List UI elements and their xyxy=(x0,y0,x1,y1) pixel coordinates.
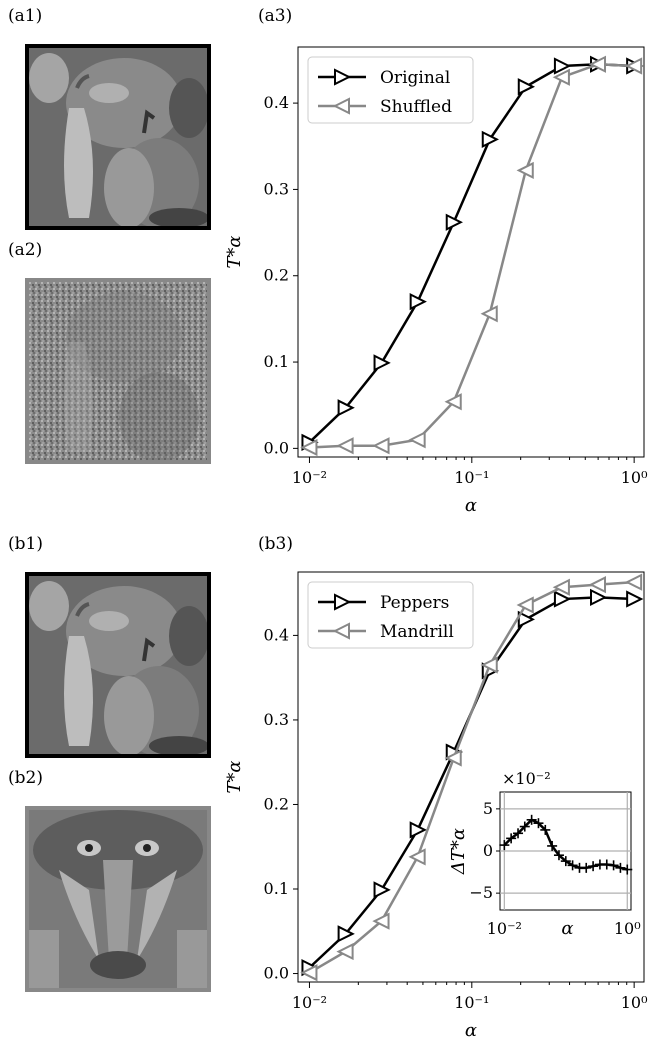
data-point xyxy=(373,881,391,899)
inset-y-axis-label: ΔT*α xyxy=(448,828,469,875)
data-point xyxy=(588,55,607,73)
peppers-image-b1 xyxy=(25,572,211,758)
data-point xyxy=(624,57,643,75)
data-point xyxy=(553,57,572,75)
y-tick-label: 0.0 xyxy=(264,964,289,983)
panel-label-b2: (b2) xyxy=(8,768,43,788)
x-tick-label: 10⁰ xyxy=(621,993,648,1012)
panel-label-a1: (a1) xyxy=(8,6,43,26)
panel-label-a2: (a2) xyxy=(8,240,43,260)
peppers-image-a1 xyxy=(25,44,211,230)
legend-label: Peppers xyxy=(380,593,449,613)
x-tick-label: 10⁰ xyxy=(621,468,648,487)
legend-marker xyxy=(332,622,350,640)
inset-multiplier: ×10⁻² xyxy=(502,769,551,788)
data-point xyxy=(552,68,570,86)
shuffled-noise-image-a2 xyxy=(25,278,211,464)
data-point xyxy=(626,590,644,608)
y-tick-label: 0.2 xyxy=(264,266,289,285)
y-tick-label: 0.3 xyxy=(264,710,289,729)
data-point xyxy=(444,749,462,767)
data-point xyxy=(372,437,390,455)
x-axis-label: α xyxy=(465,495,477,516)
data-point xyxy=(444,393,462,411)
series-line-0 xyxy=(308,63,635,444)
panel-label-b1: (b1) xyxy=(8,534,43,554)
series-line-1 xyxy=(309,63,635,449)
series-line-1 xyxy=(308,580,635,974)
inset-y-tick-label: 5 xyxy=(483,799,493,818)
panel-label-b3: (b3) xyxy=(258,534,293,554)
x-axis-label: α xyxy=(465,1020,477,1041)
x-tick-label: 10⁻² xyxy=(292,993,327,1012)
data-point xyxy=(517,610,536,628)
data-point xyxy=(409,821,427,839)
data-point xyxy=(517,78,536,96)
inset-x-axis-label: α xyxy=(561,918,573,939)
data-point xyxy=(588,576,607,594)
data-point xyxy=(516,161,534,180)
data-point xyxy=(300,438,318,457)
inset-y-tick-label: −5 xyxy=(469,883,493,902)
y-tick-label: 0.1 xyxy=(264,352,289,371)
chart-1: 0.0 0.1 0.2 0.3 0.4 10⁻² 10⁻¹ 10⁰ α T*α Original Sh… xyxy=(224,46,648,516)
y-tick-label: 0.2 xyxy=(264,794,289,813)
x-tick-label: 10⁻¹ xyxy=(454,993,489,1012)
series-line-0 xyxy=(308,596,635,969)
data-point xyxy=(373,354,391,372)
data-point xyxy=(480,656,498,674)
y-axis-label: T*α xyxy=(224,235,245,268)
chart-2: 0.0 0.1 0.2 0.3 0.4 10⁻² 10⁻¹ 10⁰ α T*α Peppers Man… xyxy=(224,571,648,1041)
panel-label-a3: (a3) xyxy=(258,6,293,26)
data-point xyxy=(408,431,426,449)
data-point xyxy=(480,305,498,323)
legend-marker xyxy=(332,97,350,115)
y-tick-label: 0.1 xyxy=(264,879,289,898)
y-tick-label: 0.3 xyxy=(264,179,289,198)
legend-marker xyxy=(334,68,352,86)
inset-x-tick-label: 10⁰ xyxy=(614,919,641,938)
data-point xyxy=(337,399,355,417)
inset-chart: −5 0 5 10⁻² 10⁰ α ×10⁻² ΔT*α xyxy=(448,769,641,939)
data-point xyxy=(336,942,354,961)
data-point xyxy=(624,573,643,591)
data-point xyxy=(409,293,427,311)
y-axis-label: T*α xyxy=(224,760,245,793)
inset-x-tick-label: 10⁻² xyxy=(487,919,522,938)
data-point xyxy=(372,912,390,930)
data-point xyxy=(337,925,355,943)
legend-marker xyxy=(334,593,352,611)
legend-label: Original xyxy=(380,68,450,88)
x-tick-label: 10⁻¹ xyxy=(454,468,489,487)
data-point xyxy=(481,130,499,148)
data-point xyxy=(445,213,463,231)
data-point xyxy=(300,964,318,982)
plot-frame xyxy=(297,46,645,458)
y-tick-label: 0.4 xyxy=(264,625,289,644)
y-tick-label: 0.0 xyxy=(264,438,289,457)
data-point xyxy=(590,588,608,606)
plot-frame xyxy=(297,571,645,983)
inset-y-tick-label: 0 xyxy=(483,841,493,860)
data-point xyxy=(408,848,426,866)
legend-label: Shuffled xyxy=(380,97,452,117)
legend-label: Mandrill xyxy=(380,622,454,642)
mandrill-image-b2 xyxy=(25,806,211,992)
y-tick-label: 0.4 xyxy=(264,93,289,112)
data-point xyxy=(552,578,570,596)
data-point xyxy=(553,590,572,608)
data-point xyxy=(516,596,534,614)
x-tick-label: 10⁻² xyxy=(292,468,327,487)
data-point xyxy=(336,437,354,455)
